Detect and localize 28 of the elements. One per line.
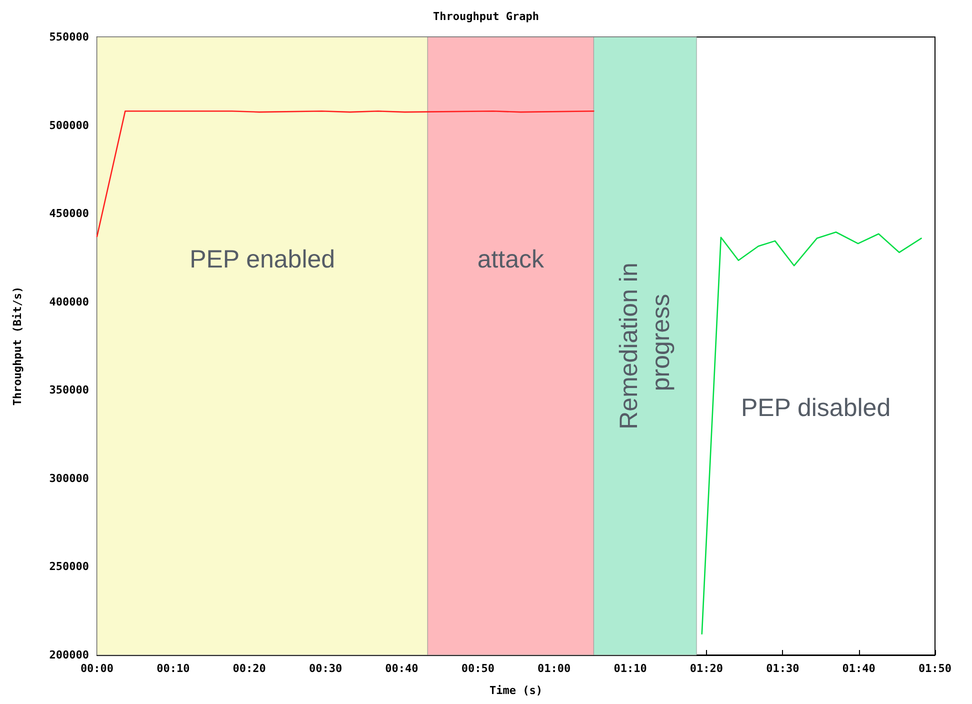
- x-tick-label: 01:00: [538, 662, 571, 675]
- x-axis-title: Time (s): [490, 684, 542, 697]
- x-tick-label: 00:50: [461, 662, 494, 675]
- x-tick-label: 01:40: [842, 662, 876, 675]
- x-tick-label: 00:10: [156, 662, 190, 675]
- x-tick-label: 00:00: [80, 662, 114, 675]
- y-tick-label: 400000: [49, 295, 89, 308]
- x-tick-label: 00:30: [308, 662, 342, 675]
- y-tick-label: 550000: [49, 30, 89, 44]
- y-axis-title: Throughput (Bit/s): [11, 286, 24, 406]
- line-series: [701, 231, 922, 634]
- x-tick-label: 00:20: [232, 662, 266, 675]
- y-tick-label: 350000: [49, 384, 89, 397]
- y-tick-label: 500000: [49, 118, 89, 132]
- x-tick-label: 01:20: [690, 662, 724, 675]
- chart-title: Throughput Graph: [433, 10, 539, 23]
- x-tick-label: 00:40: [385, 662, 418, 675]
- y-tick-label: 300000: [49, 472, 89, 485]
- x-tick-label: 01:50: [918, 662, 952, 675]
- y-tick-label: 250000: [49, 560, 89, 574]
- band-label: attack: [477, 245, 545, 274]
- y-tick-label: 200000: [49, 648, 89, 662]
- annotation: PEP disabled: [740, 394, 891, 422]
- y-tick-label: 450000: [49, 207, 89, 220]
- x-tick-label: 01:30: [766, 662, 800, 675]
- x-tick-label: 01:10: [614, 662, 647, 675]
- band-label: PEP enabled: [190, 245, 336, 274]
- band-label: Remediation in progress: [615, 262, 676, 430]
